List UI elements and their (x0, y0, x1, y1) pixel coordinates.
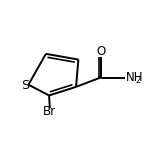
Text: O: O (96, 45, 105, 58)
Text: 2: 2 (135, 76, 140, 85)
Text: Br: Br (43, 106, 56, 118)
Text: S: S (21, 79, 29, 92)
Text: NH: NH (126, 71, 144, 84)
